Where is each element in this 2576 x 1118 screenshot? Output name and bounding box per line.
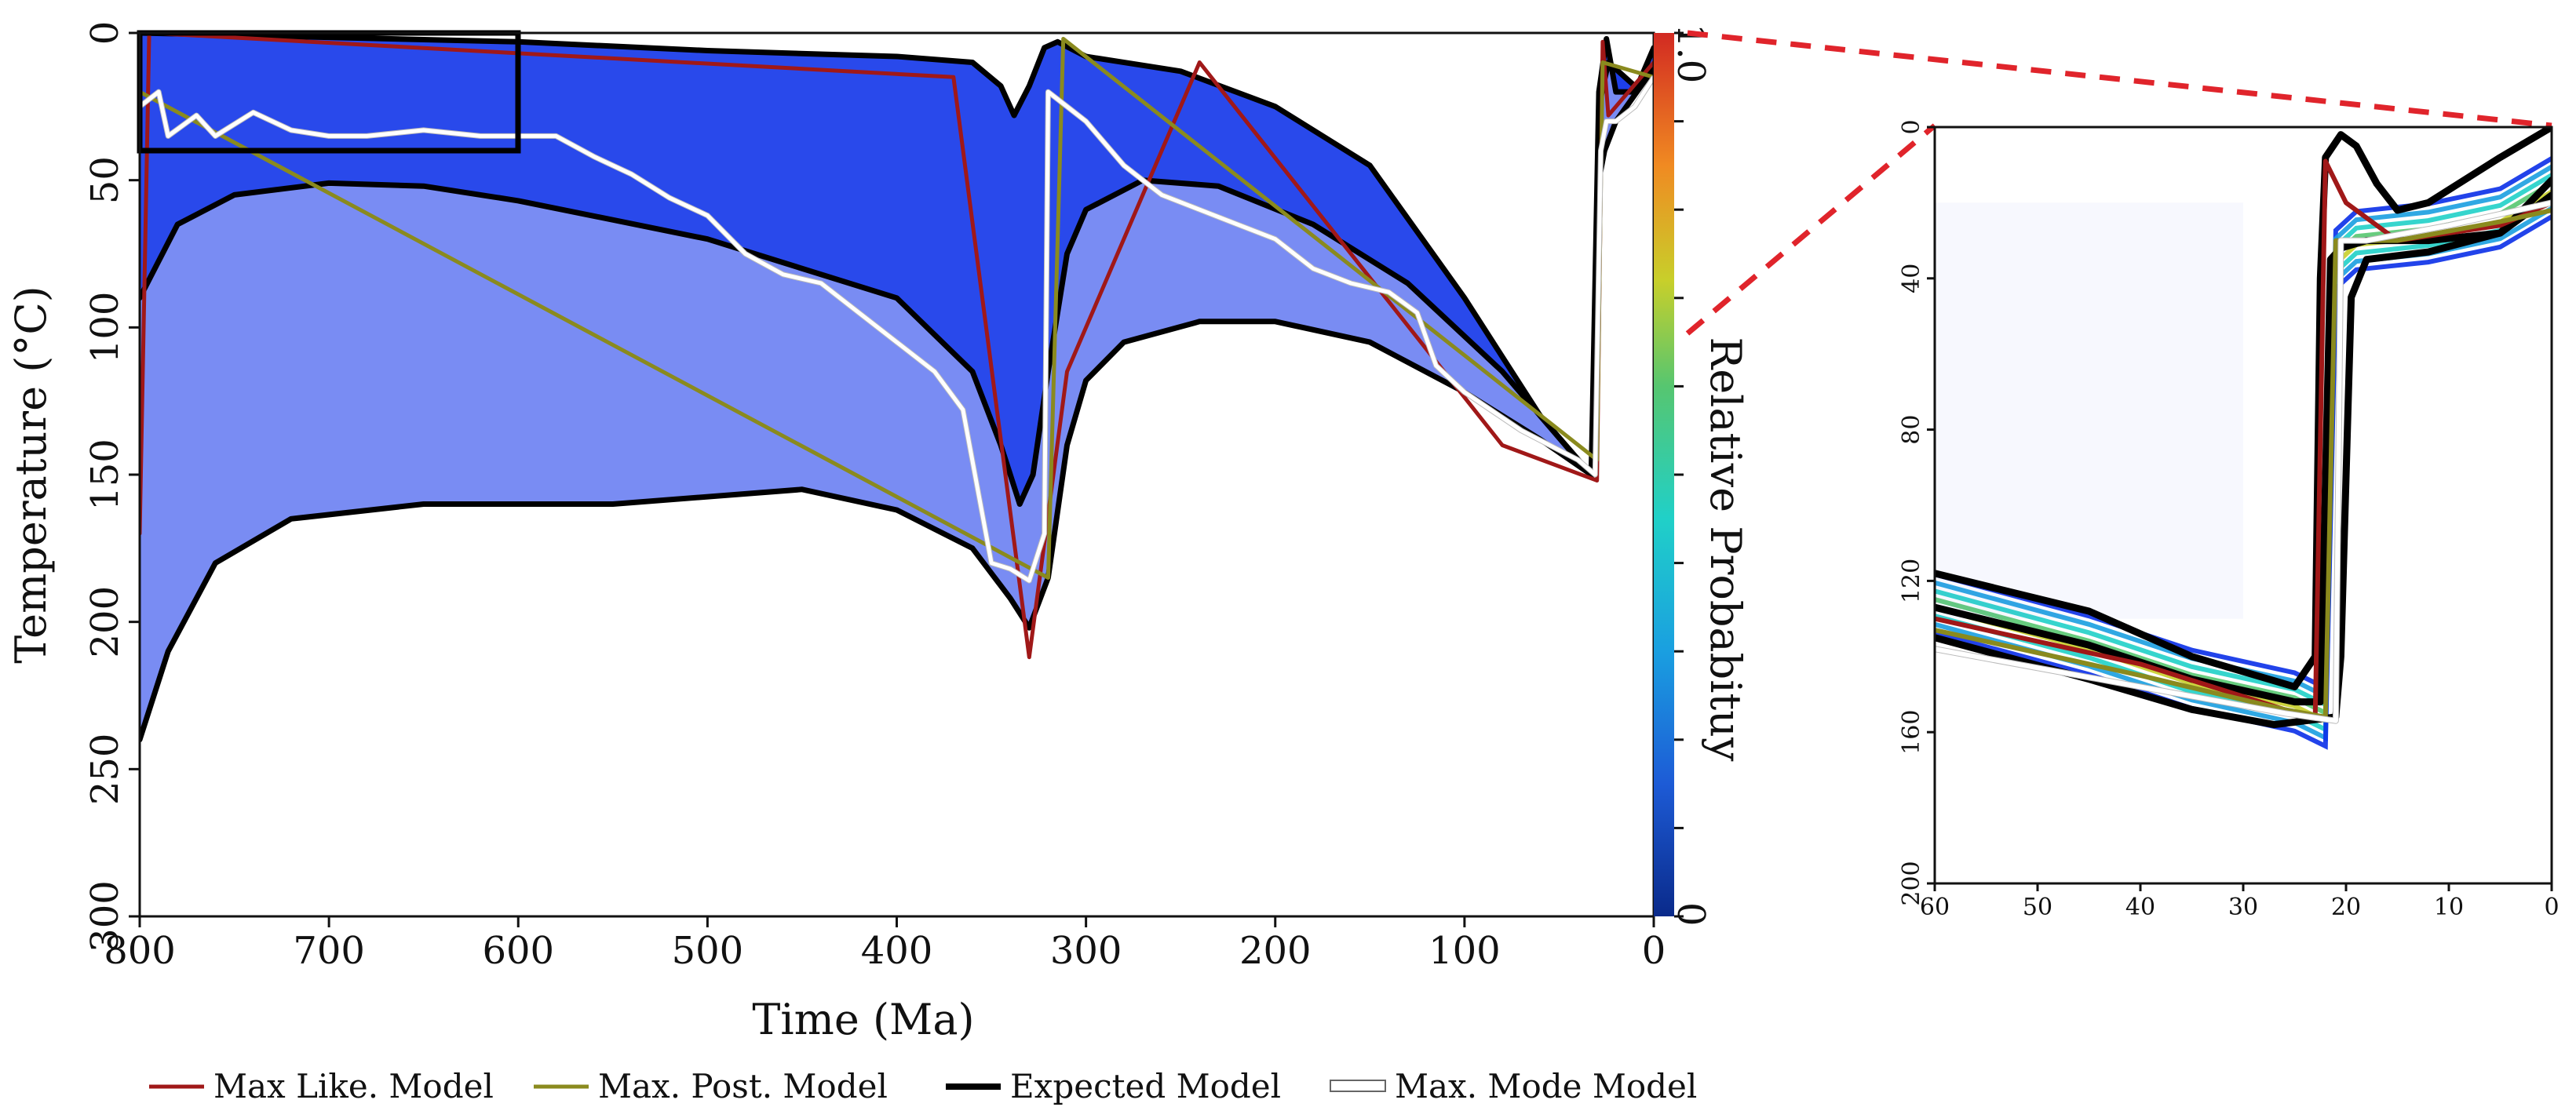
colorbar-title: Relative Probabituy (1701, 337, 1750, 762)
legend-label: Max. Post. Model (598, 1067, 888, 1105)
colorbar: 1.0 0 Relative Probabituy (1654, 24, 1750, 927)
colorbar-ticks (1674, 31, 1684, 918)
cloud-lower-band (140, 62, 1654, 740)
y-tick-label: 200 (1898, 861, 1925, 905)
y-tick-label: 120 (1898, 559, 1925, 603)
x-tick-label: 60 (1920, 894, 1950, 921)
main-panel: 800 700 600 500 400 300 200 100 0 0 50 100 150 200 25… (6, 21, 1666, 1044)
max-mode-model-line (140, 75, 1654, 583)
y-tick-label: 200 (83, 586, 127, 658)
inset-y-ticks: 0 40 80 120 160 200 (1898, 119, 1935, 906)
expected-model-lower-line (1935, 191, 2552, 729)
legend-swatch (1330, 1080, 1386, 1092)
inset-background (1935, 127, 2552, 883)
model-lines (140, 33, 1654, 743)
legend-label: Max Like. Model (213, 1067, 494, 1105)
y-tick-label: 0 (1898, 119, 1925, 134)
y-tick-label: 50 (83, 156, 127, 204)
legend-label: Expected Model (1010, 1067, 1281, 1105)
x-tick-label: 0 (1642, 929, 1666, 973)
y-tick-label: 150 (83, 439, 127, 511)
max-mode-model-line (1935, 200, 2552, 723)
main-y-axis-title: Temperature (°C) (6, 286, 56, 663)
x-tick-label: 0 (2544, 894, 2559, 921)
zoom-connector-bottom (1685, 123, 1937, 336)
x-tick-label: 10 (2434, 894, 2464, 921)
x-tick-label: 20 (2331, 894, 2361, 921)
inset-model-lines (1935, 127, 2552, 729)
inset-x-ticks: 60 50 40 30 20 10 0 (1920, 883, 2560, 921)
colorbar-min-label: 0 (1669, 902, 1713, 927)
expected-model-upper-line (1935, 127, 2552, 690)
probability-cloud (140, 33, 1654, 740)
max-post-model-line (1935, 208, 2552, 719)
y-tick-label: 250 (83, 734, 127, 806)
y-tick-label: 40 (1898, 264, 1925, 293)
y-tick-label: 80 (1898, 415, 1925, 445)
x-tick-label: 800 (104, 929, 176, 973)
zoom-connector-top (1687, 30, 2552, 129)
x-tick-label: 300 (1050, 929, 1122, 973)
y-tick-label: 0 (83, 21, 127, 46)
inset-probability-cloud (1935, 156, 2552, 750)
main-y-ticks: 0 50 100 150 200 250 300 (83, 21, 140, 952)
x-tick-label: 700 (293, 929, 365, 973)
colorbar-gradient (1654, 33, 1674, 916)
inset-haze (1935, 202, 2243, 619)
x-tick-label: 50 (2023, 894, 2052, 921)
x-tick-label: 500 (672, 929, 744, 973)
main-x-ticks: 800 700 600 500 400 300 200 100 0 (104, 916, 1666, 973)
y-tick-label: 300 (83, 880, 127, 952)
max-like-model-line (1935, 158, 2552, 719)
x-tick-label: 600 (482, 929, 554, 973)
legend: Max Like. Model Max. Post. Model Expected … (149, 1067, 1697, 1105)
x-tick-label: 30 (2228, 894, 2258, 921)
x-tick-label: 40 (2125, 894, 2155, 921)
max-post-model-line (140, 37, 1654, 580)
main-x-axis-title: Time (Ma) (752, 995, 974, 1044)
x-tick-label: 400 (861, 929, 933, 973)
x-tick-label: 200 (1239, 929, 1312, 973)
legend-label: Max. Mode Model (1395, 1067, 1697, 1105)
y-tick-label: 100 (83, 292, 127, 364)
inset-panel: 60 50 40 30 20 10 0 0 40 80 120 160 200 (1898, 119, 2560, 921)
y-tick-label: 160 (1898, 710, 1925, 755)
x-tick-label: 100 (1428, 929, 1501, 973)
